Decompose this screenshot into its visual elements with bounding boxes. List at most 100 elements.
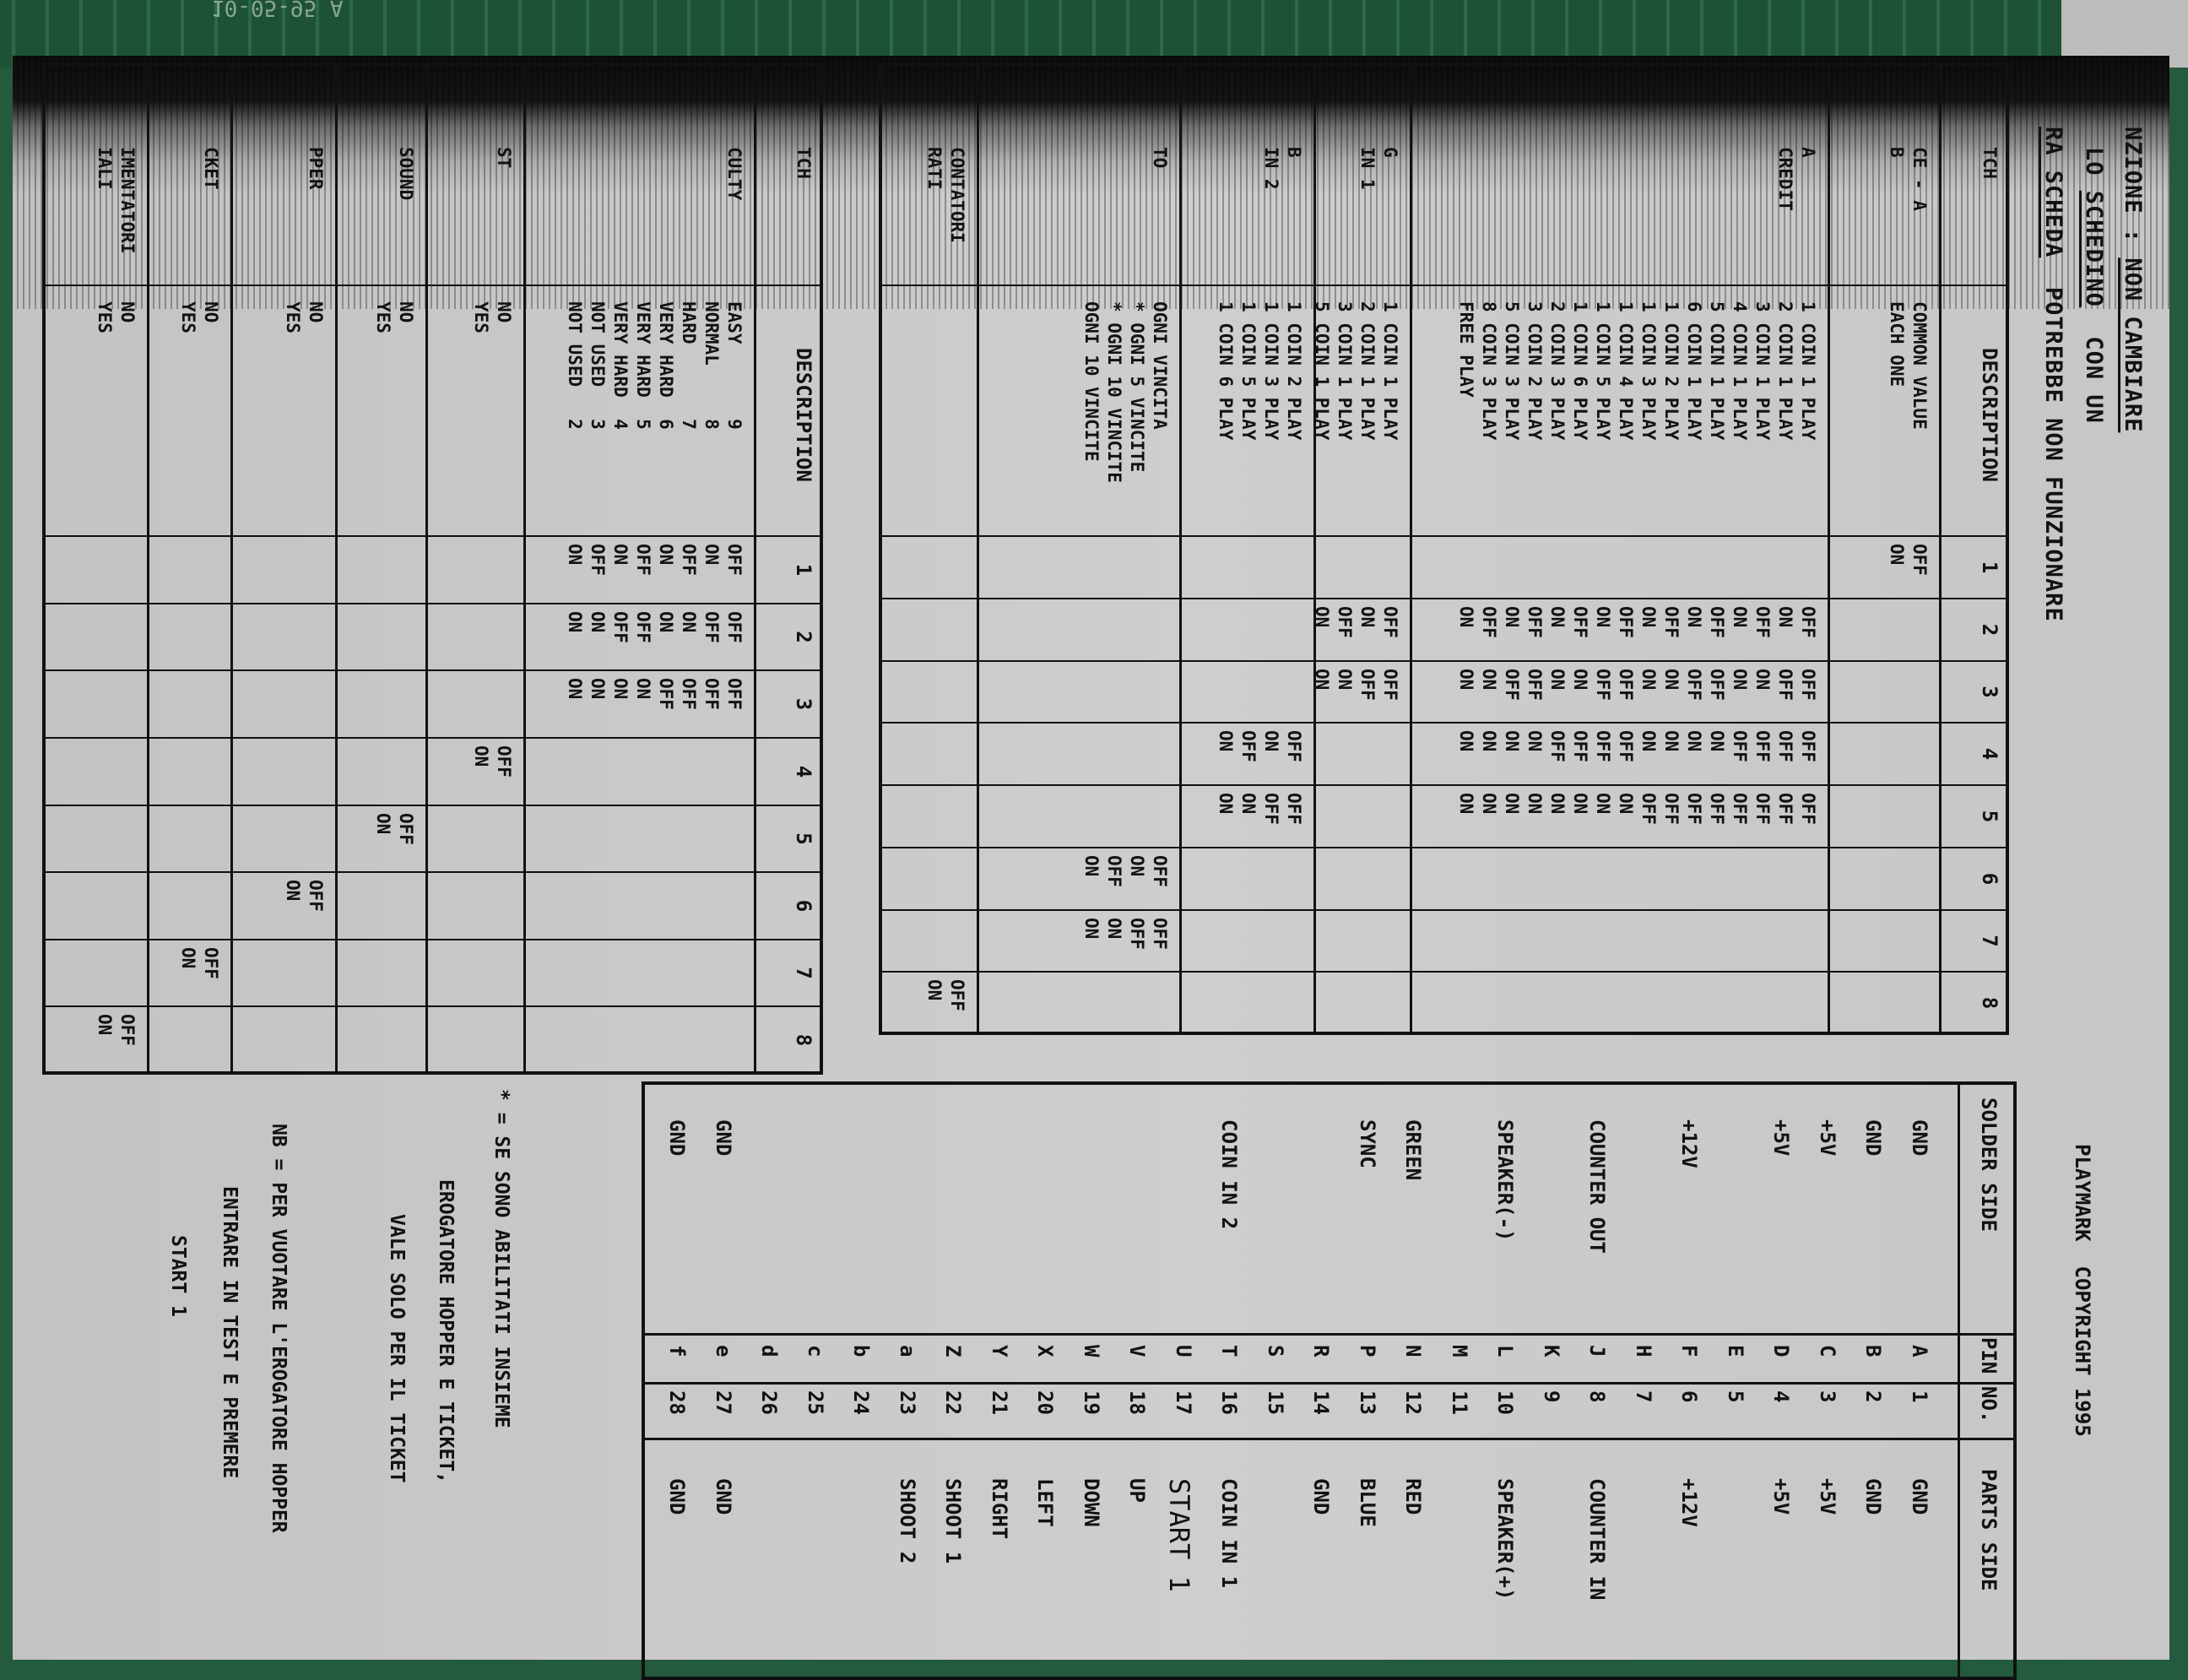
switch-setting-cell <box>42 806 147 873</box>
nb-note-line: START 1 <box>167 1235 189 1317</box>
cell-line: 1 COIN 5 PLAY <box>1238 301 1259 441</box>
row-label-cell: B IN 2 <box>1179 62 1313 286</box>
switch-number: 8 <box>792 1033 815 1047</box>
cell-line: CE - A <box>1909 147 1930 211</box>
cell-line: OFF <box>396 813 416 845</box>
cell-line: ON <box>373 813 393 835</box>
cell-line: 1 COIN 5 PLAY <box>1593 301 1613 441</box>
cell-line: OFF <box>1284 793 1304 825</box>
cell-line: PPER <box>306 147 326 190</box>
header-divider <box>1958 1081 1960 1680</box>
cell-line: ON <box>178 947 198 969</box>
cell-line: OFF <box>1798 669 1818 701</box>
switch-setting-cell <box>425 806 523 873</box>
cell-line: ON <box>610 544 631 566</box>
switch-setting-cell <box>1410 848 1828 911</box>
cell-line: OGNI VINCITA <box>1150 301 1170 430</box>
switch-setting-cell <box>230 806 335 873</box>
cell-line: OFF <box>1661 606 1682 638</box>
solder-side-signal: SPEAKER(-) <box>1493 1119 1517 1242</box>
cell-line: B <box>1284 147 1304 158</box>
cell-line: ON <box>701 544 722 566</box>
switch-setting-cell <box>230 739 335 806</box>
pin-row: a 23 SHOOT 2 <box>894 1081 919 1680</box>
switch-setting-cell <box>1179 973 1313 1035</box>
pin-row: b 24 <box>848 1081 873 1680</box>
pin-number: 7 <box>1632 1390 1655 1403</box>
pin-letter: R <box>1309 1345 1333 1358</box>
cell-line: 3 COIN 1 PLAY <box>1335 301 1355 441</box>
row-label-cell: G IN 1 <box>1313 62 1410 286</box>
pin-row: GREEN N 12 RED <box>1400 1081 1425 1680</box>
solder-side-signal: +12V <box>1677 1119 1701 1168</box>
switch-number: 4 <box>1978 747 2001 761</box>
cell-line: ON <box>1752 669 1773 691</box>
cell-line: OFF <box>1593 669 1613 701</box>
cell-line: OFF <box>724 544 745 576</box>
cell-line: ON <box>1456 793 1476 815</box>
cell-line: ON <box>1570 793 1590 815</box>
parts-side-signal: GND <box>665 1478 689 1515</box>
cell-line: OFF <box>1707 669 1727 701</box>
pin-row: GND e 27 GND <box>710 1081 735 1680</box>
switch-number-header: 2 <box>754 604 823 671</box>
switch-setting-cell <box>1313 786 1410 848</box>
pin-row: M 11 <box>1446 1081 1471 1680</box>
switch-setting-cell <box>425 873 523 940</box>
solder-side-signal: GND <box>665 1119 689 1157</box>
cell-line: OFF <box>306 880 326 912</box>
row-label-cell: A CREDIT <box>1410 62 1828 286</box>
cell-line: OFF <box>1616 606 1636 638</box>
cell-line: ON <box>1730 669 1750 691</box>
cell-line: OFF <box>679 678 699 710</box>
pin-letter: L <box>1493 1345 1517 1358</box>
header-label-cell: TCH <box>754 62 823 286</box>
notice-text: CON UN <box>2081 306 2107 424</box>
cell-line: ON <box>1238 793 1259 815</box>
switch-number: 8 <box>1978 996 2001 1010</box>
cell-line: ON <box>1312 669 1332 691</box>
switch-number-header: 3 <box>1939 662 2009 723</box>
switch-setting-cell <box>1179 537 1313 599</box>
pin-row: SYNC P 13 BLUE <box>1354 1081 1379 1680</box>
cell-line: OFF <box>633 611 653 643</box>
switch-setting-cell <box>1313 973 1410 1035</box>
switch-setting-cell <box>1179 662 1313 723</box>
cell-line: ON <box>1456 669 1476 691</box>
pin-row: X 20 LEFT <box>1032 1081 1057 1680</box>
cell-line: NO <box>494 301 514 323</box>
cell-line: 8 COIN 3 PLAY <box>1479 301 1499 441</box>
cell-line: OFF <box>494 745 514 778</box>
notice-text: LO <box>2081 147 2107 191</box>
switch-setting-cell <box>42 671 147 739</box>
pin-letter: b <box>849 1345 873 1358</box>
cell-line: RATI <box>924 147 945 190</box>
description-cell: 1 COIN 1 PLAY 2 COIN 1 PLAY 3 COIN 1 PLAY 5… <box>1312 286 1410 537</box>
cell-line: OFF <box>1730 730 1750 762</box>
switch-setting-cell <box>1179 911 1313 973</box>
asterisk-note-line: EROGATORE HOPPER E TICKET, <box>435 1179 457 1484</box>
pin-number: 21 <box>988 1390 1011 1415</box>
cell-line: OFF <box>117 1014 138 1046</box>
cell-line: ON <box>1216 793 1236 815</box>
parts-side-signal: BLUE <box>1356 1478 1379 1527</box>
parts-side-signal: DOWN <box>1080 1478 1103 1527</box>
cell-line: OFF <box>1284 730 1304 762</box>
parts-side-signal: +12V <box>1677 1478 1701 1527</box>
cell-line: NOT USED 3 <box>588 301 608 430</box>
switch-number-header: 4 <box>754 739 823 806</box>
switch-setting-cell <box>1313 537 1410 599</box>
pin-letter: H <box>1632 1345 1655 1358</box>
cell-line: G <box>1380 147 1400 158</box>
switch-setting-cell <box>425 537 523 604</box>
switch-setting-cell <box>977 786 1179 848</box>
cell-line: ON <box>1661 669 1682 691</box>
switch-number: 3 <box>792 697 815 711</box>
nb-note-line: ENTRARE IN TEST E PREMERE <box>219 1186 241 1479</box>
parts-side-signal: COIN IN 1 <box>1217 1478 1241 1589</box>
cell-line: ON <box>1357 606 1378 628</box>
parts-side-signal: RED <box>1401 1478 1425 1515</box>
cell-line: OFF <box>1909 544 1930 576</box>
cell-line: OFF <box>679 544 699 576</box>
